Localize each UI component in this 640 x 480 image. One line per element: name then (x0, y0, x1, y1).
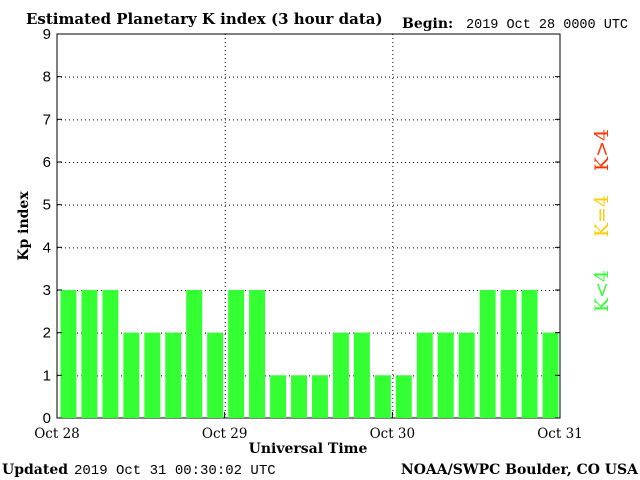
kp-bar (312, 375, 328, 418)
updated-label: Updated (2, 462, 68, 478)
x-axis-label: Universal Time (249, 441, 368, 457)
legend-k-greater: K>4 (591, 129, 613, 171)
kp-bar (353, 332, 370, 418)
kp-bar (102, 290, 119, 418)
y-axis-label: Kp index (16, 191, 32, 261)
y-tick-label: 9 (43, 26, 51, 43)
y-tick-label: 2 (43, 325, 51, 342)
kp-bar (521, 290, 538, 418)
kp-bar (500, 290, 517, 418)
kp-bar (60, 290, 77, 418)
x-axis-ticks: Oct 28 Oct 29 Oct 30 Oct 31 (34, 412, 583, 442)
chart-title: Estimated Planetary K index (3 hour data… (26, 10, 383, 28)
updated-value: 2019 Oct 31 00:30:02 UTC (74, 463, 276, 479)
grid-lines (57, 34, 560, 418)
y-tick-label: 6 (43, 154, 51, 171)
kp-bar (81, 290, 98, 418)
kp-bar (395, 375, 412, 418)
kp-bar (542, 332, 559, 418)
y-axis-ticks: 0 1 2 3 4 5 6 7 8 9 (43, 26, 560, 427)
kp-bar (249, 290, 266, 418)
kp-bar (458, 332, 475, 418)
kp-bar (123, 332, 140, 418)
legend-k-less: K<4 (591, 270, 613, 312)
kp-bar (416, 332, 433, 418)
y-tick-label: 1 (43, 367, 51, 384)
kp-bar (144, 332, 161, 418)
kp-bar (479, 290, 496, 418)
kp-bar (165, 332, 182, 418)
y-tick-label: 3 (43, 282, 51, 299)
x-tick-label: Oct 29 (202, 426, 248, 442)
y-tick-label: 4 (43, 239, 51, 256)
legend-k-equal: K=4 (591, 195, 613, 237)
kp-bar (207, 332, 224, 418)
x-tick-label: Oct 31 (537, 426, 583, 442)
plot-area (56, 33, 561, 419)
kp-bar (332, 332, 349, 418)
kp-bar (374, 375, 391, 418)
x-tick-label: Oct 28 (34, 426, 80, 442)
y-tick-label: 0 (43, 410, 51, 427)
kp-bar (228, 290, 245, 418)
y-tick-label: 8 (43, 69, 51, 86)
bar-series (60, 290, 559, 418)
kp-bar (291, 375, 307, 418)
y-tick-label: 7 (43, 111, 51, 128)
kp-bar (186, 290, 203, 418)
source-credit: NOAA/SWPC Boulder, CO USA (401, 462, 639, 478)
kp-bar (437, 332, 454, 418)
begin-label: Begin: (402, 16, 453, 32)
kp-bar (270, 375, 287, 418)
y-tick-label: 5 (43, 197, 51, 214)
begin-value: 2019 Oct 28 0000 UTC (466, 18, 628, 33)
x-tick-label: Oct 30 (370, 426, 416, 442)
